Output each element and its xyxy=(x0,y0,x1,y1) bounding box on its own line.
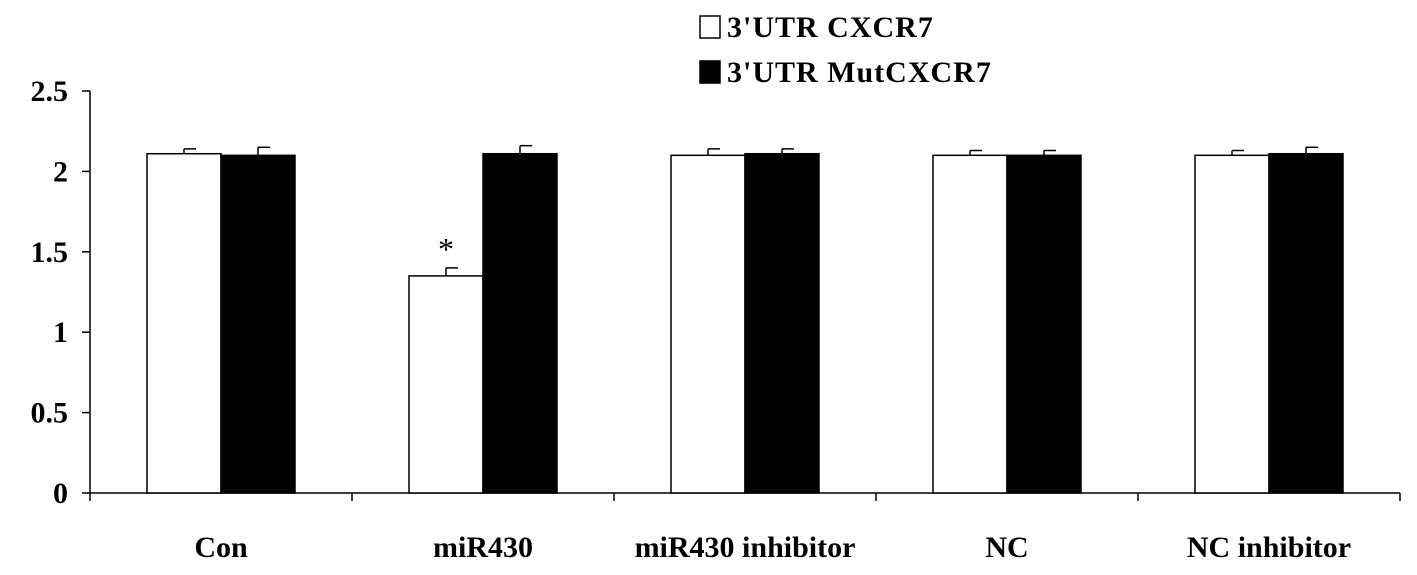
y-tick-label: 2.5 xyxy=(31,75,69,108)
bar xyxy=(408,275,484,494)
bar xyxy=(932,154,1008,494)
significance-marker: * xyxy=(438,231,454,267)
legend-label-cxcr7: 3'UTR CXCR7 xyxy=(727,11,934,44)
bar xyxy=(1006,154,1082,494)
legend-label-mutcxcr7: 3'UTR MutCXCR7 xyxy=(727,56,992,89)
x-tick-label: miR430 inhibitor xyxy=(635,531,856,564)
bar xyxy=(1194,154,1270,494)
x-tick-label: NC xyxy=(985,531,1028,564)
legend-swatch-mutcxcr7 xyxy=(699,60,721,84)
tick-labels: 0 0.5 1 1.5 2 2.5 Con miR430 miR430 inhibitor NC N… xyxy=(31,75,1352,564)
bar xyxy=(670,154,746,494)
legend: 3'UTR CXCR7 3'UTR MutCXCR7 xyxy=(699,11,992,89)
legend-swatch-cxcr7 xyxy=(699,15,721,39)
bar xyxy=(146,152,222,494)
y-tick-label: 2 xyxy=(53,155,68,188)
bars xyxy=(146,144,1344,494)
y-tick-label: 1 xyxy=(53,316,68,349)
x-tick-label: Con xyxy=(194,531,248,564)
x-tick-label: miR430 xyxy=(433,531,533,564)
bar xyxy=(482,152,558,494)
x-tick-label: NC inhibitor xyxy=(1187,531,1351,564)
y-tick-label: 0.5 xyxy=(31,397,69,430)
y-tick-label: 0 xyxy=(53,477,68,510)
y-tick-label: 1.5 xyxy=(31,236,69,269)
bar xyxy=(220,154,296,494)
bar xyxy=(1268,152,1344,494)
bar xyxy=(744,152,820,494)
